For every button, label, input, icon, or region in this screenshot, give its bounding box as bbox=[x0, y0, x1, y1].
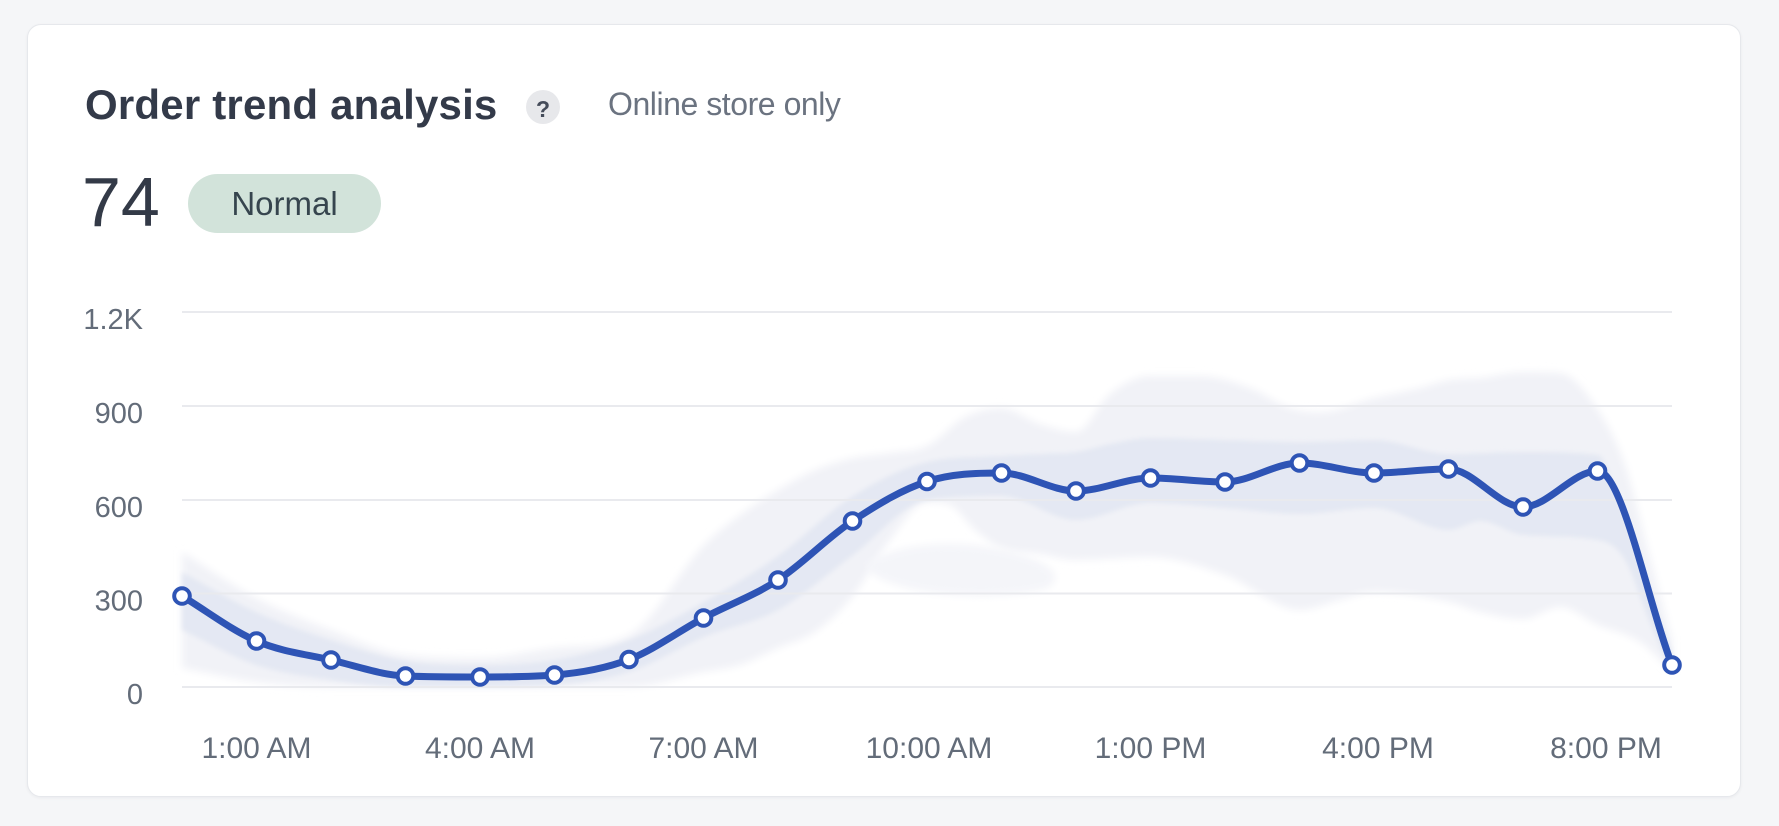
svg-text:1:00 PM: 1:00 PM bbox=[1095, 732, 1207, 765]
svg-text:4:00 PM: 4:00 PM bbox=[1322, 732, 1434, 765]
svg-text:4:00 AM: 4:00 AM bbox=[425, 732, 535, 765]
svg-text:1:00 AM: 1:00 AM bbox=[201, 732, 311, 765]
svg-text:900: 900 bbox=[95, 398, 143, 430]
svg-text:600: 600 bbox=[95, 492, 143, 524]
svg-text:1.2K: 1.2K bbox=[83, 304, 143, 336]
svg-text:10:00 AM: 10:00 AM bbox=[866, 732, 993, 765]
svg-text:7:00 AM: 7:00 AM bbox=[648, 732, 758, 765]
svg-text:300: 300 bbox=[95, 586, 143, 618]
svg-text:8:00 PM: 8:00 PM bbox=[1550, 732, 1662, 765]
svg-text:0: 0 bbox=[127, 679, 143, 711]
